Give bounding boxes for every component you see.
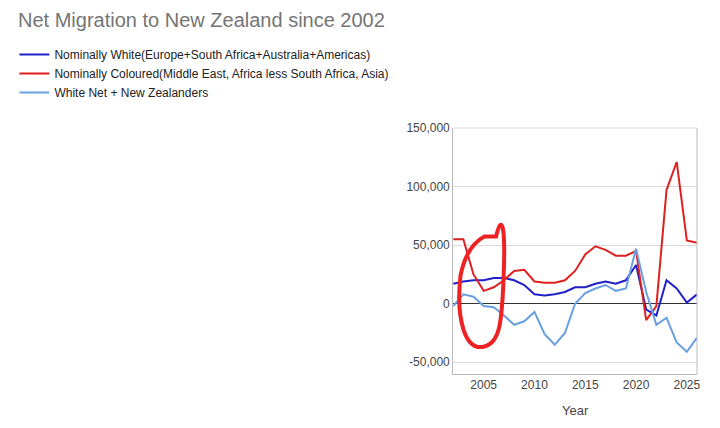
svg-text:2010: 2010 (521, 378, 548, 392)
svg-text:150,000: 150,000 (406, 121, 450, 135)
svg-text:Nominally White(Europe+South A: Nominally White(Europe+South Africa+Aust… (54, 48, 370, 62)
svg-text:2020: 2020 (623, 378, 650, 392)
svg-text:Net Migration to New Zealand s: Net Migration to New Zealand since 2002 (18, 9, 385, 31)
svg-text:0: 0 (443, 297, 450, 311)
svg-text:2025: 2025 (673, 378, 700, 392)
svg-text:50,000: 50,000 (413, 238, 450, 252)
svg-text:2005: 2005 (470, 378, 497, 392)
svg-text:White Net + New Zealanders: White Net + New Zealanders (54, 86, 208, 100)
svg-text:2015: 2015 (572, 378, 599, 392)
svg-text:Nominally Coloured(Middle East: Nominally Coloured(Middle East, Africa l… (54, 67, 388, 81)
svg-text:-50,000: -50,000 (409, 355, 450, 369)
svg-text:100,000: 100,000 (406, 180, 450, 194)
svg-text:Year: Year (562, 403, 589, 418)
